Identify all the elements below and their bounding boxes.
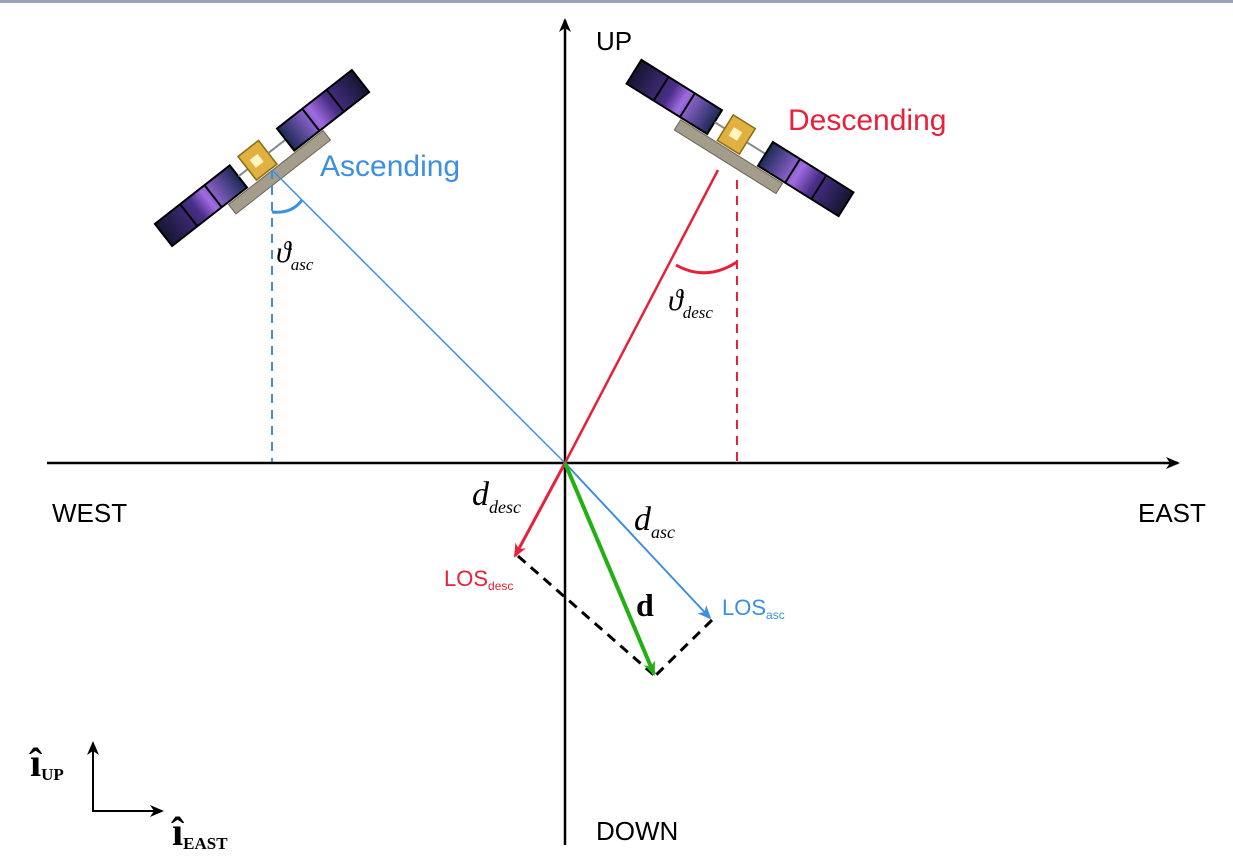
axis-label-east: EAST [1138, 498, 1206, 528]
ascending-satellite-icon [153, 68, 371, 248]
d-asc-label: dasc [634, 501, 675, 542]
ascending-los-line [271, 169, 566, 464]
d-asc-vector [564, 462, 712, 620]
d-desc-label: ddesc [472, 476, 521, 517]
axis-label-up: UP [596, 26, 632, 56]
ascending-label: Ascending [320, 150, 460, 183]
descending-satellite-icon [625, 58, 855, 218]
axis-label-down: DOWN [596, 816, 678, 846]
theta-desc-label: ϑdesc [668, 284, 713, 322]
displacement-vector [563, 462, 656, 676]
theta-asc-label: ϑasc [276, 236, 314, 274]
desc-projection-dashed [517, 554, 656, 678]
los-desc-label: LOSdesc [444, 566, 513, 593]
displacement-label: d [636, 587, 654, 623]
d-desc-vector [513, 462, 567, 558]
axis-label-west: WEST [52, 498, 127, 528]
top-border [0, 0, 1233, 3]
descending-los-line [563, 169, 720, 464]
ascending-angle-arc [271, 199, 304, 214]
descending-label: Descending [788, 104, 946, 137]
asc-projection-dashed [653, 618, 714, 678]
los-asc-label: LOSasc [722, 595, 785, 622]
legend-up-label: îUP [29, 740, 64, 785]
descending-angle-arc [675, 260, 738, 275]
legend-east-label: îEAST [171, 809, 228, 854]
